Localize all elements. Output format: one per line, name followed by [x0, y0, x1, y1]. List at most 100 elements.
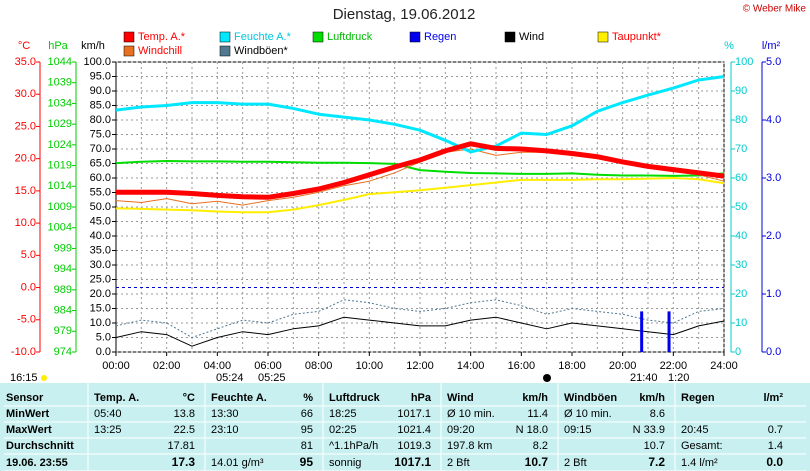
legend-label: Feuchte A.*: [234, 31, 292, 43]
y-tick-label: 3.0: [766, 172, 781, 184]
cell-value: 13.8: [174, 408, 195, 420]
y-tick-label: 30: [735, 259, 747, 271]
y-tick-label: 60.0: [90, 172, 111, 184]
cell-note: 197.8 km: [447, 440, 492, 452]
row-label: Durchschnitt: [6, 440, 74, 452]
axis-title: hPa: [48, 40, 68, 52]
cell-note: Gesamt:: [681, 440, 723, 452]
cell-value: 10.7: [525, 455, 549, 469]
table-header-unit: %: [303, 392, 313, 404]
y-tick-label: 40.0: [90, 230, 111, 242]
y-tick-label: 20: [735, 288, 747, 300]
x-tick-label: 14:00: [457, 360, 485, 372]
y-tick-label: 30.0: [15, 88, 36, 100]
cell-note: 13:25: [94, 424, 122, 436]
y-tick-label: 25.0: [90, 273, 111, 285]
legend-label: Regen: [424, 31, 456, 43]
y-tick-label: 90.0: [90, 85, 111, 97]
cell-value: 1.4: [768, 440, 783, 452]
y-tick-label: 80.0: [90, 114, 111, 126]
y-tick-label: 20.0: [15, 153, 36, 165]
cell-value: 17.81: [167, 440, 195, 452]
sun-icon: [41, 375, 47, 381]
table-header: Feuchte A.: [211, 392, 267, 404]
cell-note: Ø 10 min.: [564, 408, 612, 420]
series-line: [115, 299, 725, 338]
cell-note: 09:15: [564, 424, 592, 436]
y-tick-label: 15.0: [15, 185, 36, 197]
legend-label: Temp. A.*: [138, 31, 186, 43]
y-tick-label: 100.0: [83, 56, 111, 68]
y-tick-label: 25.0: [15, 120, 36, 132]
y-tick-label: 35.0: [90, 244, 111, 256]
y-tick-label: 1019: [48, 159, 72, 171]
y-tick-label: 979: [54, 325, 72, 337]
legend-swatch: [219, 31, 231, 43]
cell-note: 2 Bft: [564, 457, 587, 469]
annotation: 16:15: [10, 372, 38, 384]
y-tick-label: 10: [735, 317, 747, 329]
cell-value: 17.3: [172, 455, 196, 469]
cell-note: 02:25: [329, 424, 357, 436]
y-tick-label: 1044: [48, 56, 72, 68]
cell-value: 11.4: [527, 408, 548, 420]
cell-note: ^1.1hPa/h: [329, 440, 378, 452]
x-tick-label: 20:00: [609, 360, 637, 372]
legend-swatch: [123, 31, 135, 43]
y-tick-label: 994: [54, 263, 72, 275]
y-tick-label: 90: [735, 85, 747, 97]
y-tick-label: -10.0: [11, 346, 36, 358]
annotation: 05:25: [258, 372, 286, 384]
y-tick-label: 2.0: [766, 230, 781, 242]
cell-note: 09:20: [447, 424, 475, 436]
cell-value: 0.0: [766, 455, 783, 469]
y-tick-label: 10.0: [15, 217, 36, 229]
cell-value: 0.7: [768, 424, 783, 436]
cell-note: 2 Bft: [447, 457, 470, 469]
y-tick-label: 5.0: [96, 331, 111, 343]
y-tick-label: 30.0: [90, 259, 111, 271]
table-header: Wind: [447, 392, 474, 404]
cell-value: N 33.9: [633, 424, 665, 436]
legend-label: Taupunkt*: [612, 31, 662, 43]
y-tick-label: 100: [735, 56, 753, 68]
y-tick-label: 5.0: [21, 249, 36, 261]
y-tick-label: 0.0: [21, 281, 36, 293]
table-header: Temp. A.: [94, 392, 139, 404]
series-line: [115, 160, 725, 177]
cell-value: 8.2: [533, 440, 548, 452]
y-tick-label: 65.0: [90, 157, 111, 169]
cell-value: 1017.1: [397, 408, 431, 420]
table-header-unit: km/h: [639, 392, 665, 404]
y-tick-label: 55.0: [90, 186, 111, 198]
cell-note: Ø 10 min.: [447, 408, 495, 420]
table-header-unit: hPa: [411, 392, 432, 404]
y-tick-label: 0.0: [766, 346, 781, 358]
legend-swatch: [504, 31, 516, 43]
table-header: Regen: [681, 392, 715, 404]
y-tick-label: -5.0: [17, 314, 36, 326]
y-tick-label: 1.0: [766, 288, 781, 300]
axis-title: l/m²: [762, 40, 781, 52]
x-tick-label: 12:00: [406, 360, 434, 372]
axis-title: km/h: [81, 40, 105, 52]
y-tick-label: 70.0: [90, 143, 111, 155]
cell-value: N 18.0: [516, 424, 548, 436]
table-header: Windböen: [564, 392, 617, 404]
y-tick-label: 1024: [48, 139, 72, 151]
y-tick-label: 50: [735, 201, 747, 213]
y-tick-label: 40: [735, 230, 747, 242]
legend-swatch: [219, 45, 231, 57]
series-line: [116, 141, 725, 200]
series-line: [115, 316, 725, 347]
y-tick-label: 999: [54, 242, 72, 254]
x-tick-label: 16:00: [508, 360, 536, 372]
row-label: MaxWert: [6, 424, 52, 436]
y-tick-label: 50.0: [90, 201, 111, 213]
y-tick-label: 0: [735, 346, 741, 358]
cell-value: 81: [301, 440, 313, 452]
y-tick-label: 70: [735, 143, 747, 155]
y-tick-label: 1034: [48, 97, 72, 109]
cell-value: 66: [301, 408, 313, 420]
